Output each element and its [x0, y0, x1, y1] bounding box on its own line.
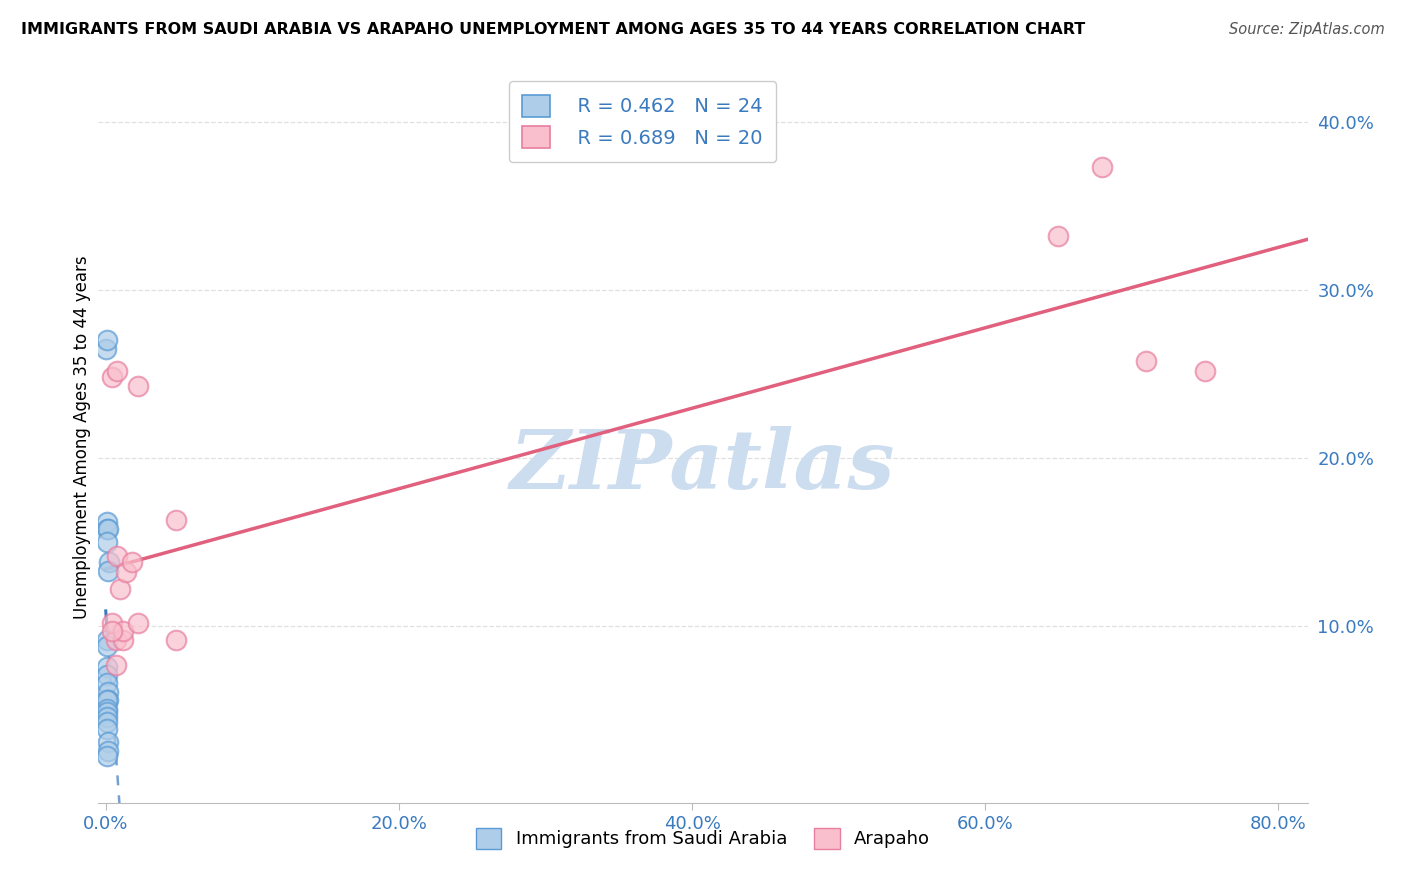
Point: [96, 715, 118, 730]
Point: [96, 535, 118, 549]
Point: [121, 555, 143, 569]
Point: [96, 676, 118, 690]
Point: [112, 632, 135, 647]
Point: [96, 710, 118, 724]
Point: [100, 624, 122, 639]
Point: [97, 693, 120, 707]
Point: [96, 342, 118, 356]
Point: [1135, 353, 1157, 368]
Point: [96, 705, 118, 719]
Point: [96, 701, 118, 715]
Point: [96, 515, 118, 529]
Point: [97, 555, 120, 569]
Point: [110, 582, 132, 597]
Legend: Immigrants from Saudi Arabia, Arapaho: Immigrants from Saudi Arabia, Arapaho: [468, 821, 938, 856]
Point: [115, 566, 138, 580]
Point: [96, 632, 118, 647]
Point: [96, 693, 118, 707]
Point: [107, 364, 129, 378]
Point: [96, 640, 118, 654]
Point: [97, 564, 120, 578]
Point: [105, 632, 128, 647]
Point: [127, 615, 149, 630]
Point: [165, 632, 187, 647]
Point: [105, 657, 128, 672]
Point: [96, 522, 118, 536]
Point: [96, 659, 118, 673]
Point: [1194, 364, 1216, 378]
Point: [97, 735, 120, 749]
Point: [100, 370, 122, 384]
Point: [97, 522, 120, 536]
Point: [112, 624, 135, 639]
Text: ZIPatlas: ZIPatlas: [510, 426, 896, 507]
Text: IMMIGRANTS FROM SAUDI ARABIA VS ARAPAHO UNEMPLOYMENT AMONG AGES 35 TO 44 YEARS C: IMMIGRANTS FROM SAUDI ARABIA VS ARAPAHO …: [21, 22, 1085, 37]
Point: [97, 744, 120, 758]
Point: [127, 379, 149, 393]
Point: [1047, 229, 1070, 244]
Text: Source: ZipAtlas.com: Source: ZipAtlas.com: [1229, 22, 1385, 37]
Point: [96, 722, 118, 736]
Point: [1091, 160, 1114, 174]
Point: [100, 615, 122, 630]
Point: [96, 685, 118, 699]
Point: [165, 513, 187, 527]
Y-axis label: Unemployment Among Ages 35 to 44 years: Unemployment Among Ages 35 to 44 years: [73, 255, 91, 619]
Point: [96, 748, 118, 763]
Point: [96, 334, 118, 348]
Point: [107, 549, 129, 563]
Point: [96, 668, 118, 682]
